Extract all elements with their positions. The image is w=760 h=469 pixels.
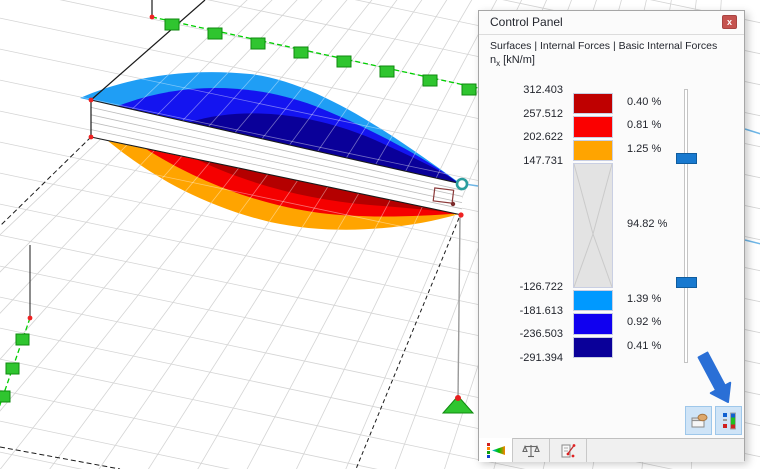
scale-percentage: 1.25 %: [627, 143, 662, 155]
scale-value: -181.613: [519, 304, 563, 317]
guide-lines: [467, 128, 760, 245]
scale-percentage: 94.82 %: [627, 218, 668, 230]
scale-value: 147.731: [523, 154, 563, 167]
scale-band-navy: [573, 336, 613, 358]
panel-titlebar[interactable]: Control Panel x: [479, 11, 744, 35]
close-icon[interactable]: x: [722, 15, 737, 29]
selected-node-marker[interactable]: [455, 177, 469, 191]
scale-band-dark-red: [573, 92, 613, 114]
top-line-support: [151, 16, 479, 96]
tab-result-evaluation[interactable]: [513, 439, 550, 462]
beam-strip: [90, 99, 463, 216]
scale-percentage: 0.40 %: [627, 96, 662, 108]
node-points: [27, 14, 464, 321]
scale-slider-track[interactable]: [684, 89, 688, 363]
column-line: [457, 215, 461, 401]
scale-percentage: 0.81 %: [627, 119, 662, 131]
control-panel: Control Panel x Surfaces | Internal Forc…: [478, 10, 745, 462]
scale-slider-handle-lower[interactable]: [676, 277, 697, 288]
panel-options-icon: [691, 413, 707, 427]
selection-marker: [432, 187, 456, 207]
scale-value: -126.722: [519, 281, 563, 293]
result-quantity-label: nx [kN/m]: [490, 54, 535, 69]
scale-band-blue: [573, 313, 613, 335]
panel-title: Control Panel: [490, 15, 563, 29]
panel-tabstrip: [479, 438, 744, 462]
tab-display-results[interactable]: [550, 439, 587, 462]
color-scale-options-icon: [722, 412, 736, 429]
tab-color-scale[interactable]: [479, 438, 513, 462]
scale-band-light-blue: [573, 289, 613, 311]
structure-edges: [0, 0, 460, 469]
display-results-tab-icon: [561, 443, 576, 457]
scale-band-red: [573, 116, 613, 138]
scale-value: -236.503: [519, 328, 563, 340]
panel-options-button[interactable]: [685, 406, 712, 435]
color-scale-tab-icon: [486, 442, 505, 458]
column-support: [441, 395, 475, 414]
color-scale-options-button[interactable]: [715, 406, 742, 435]
left-line-support: [0, 317, 31, 407]
scale-percentage: 0.41 %: [627, 340, 662, 352]
scale-slider-handle-upper[interactable]: [676, 153, 697, 164]
scale-percentage: 0.92 %: [627, 316, 662, 328]
scale-value: 257.512: [523, 107, 563, 120]
scale-value: 312.403: [523, 84, 563, 96]
scale-value: 202.622: [523, 131, 563, 143]
scale-band-collapsed: [573, 163, 613, 288]
scale-value: -291.394: [519, 351, 563, 364]
scale-band-orange: [573, 139, 613, 161]
balance-tab-icon: [522, 444, 540, 457]
result-category-label: Surfaces | Internal Forces | Basic Inter…: [490, 40, 718, 52]
scale-percentage: 1.39 %: [627, 293, 662, 305]
